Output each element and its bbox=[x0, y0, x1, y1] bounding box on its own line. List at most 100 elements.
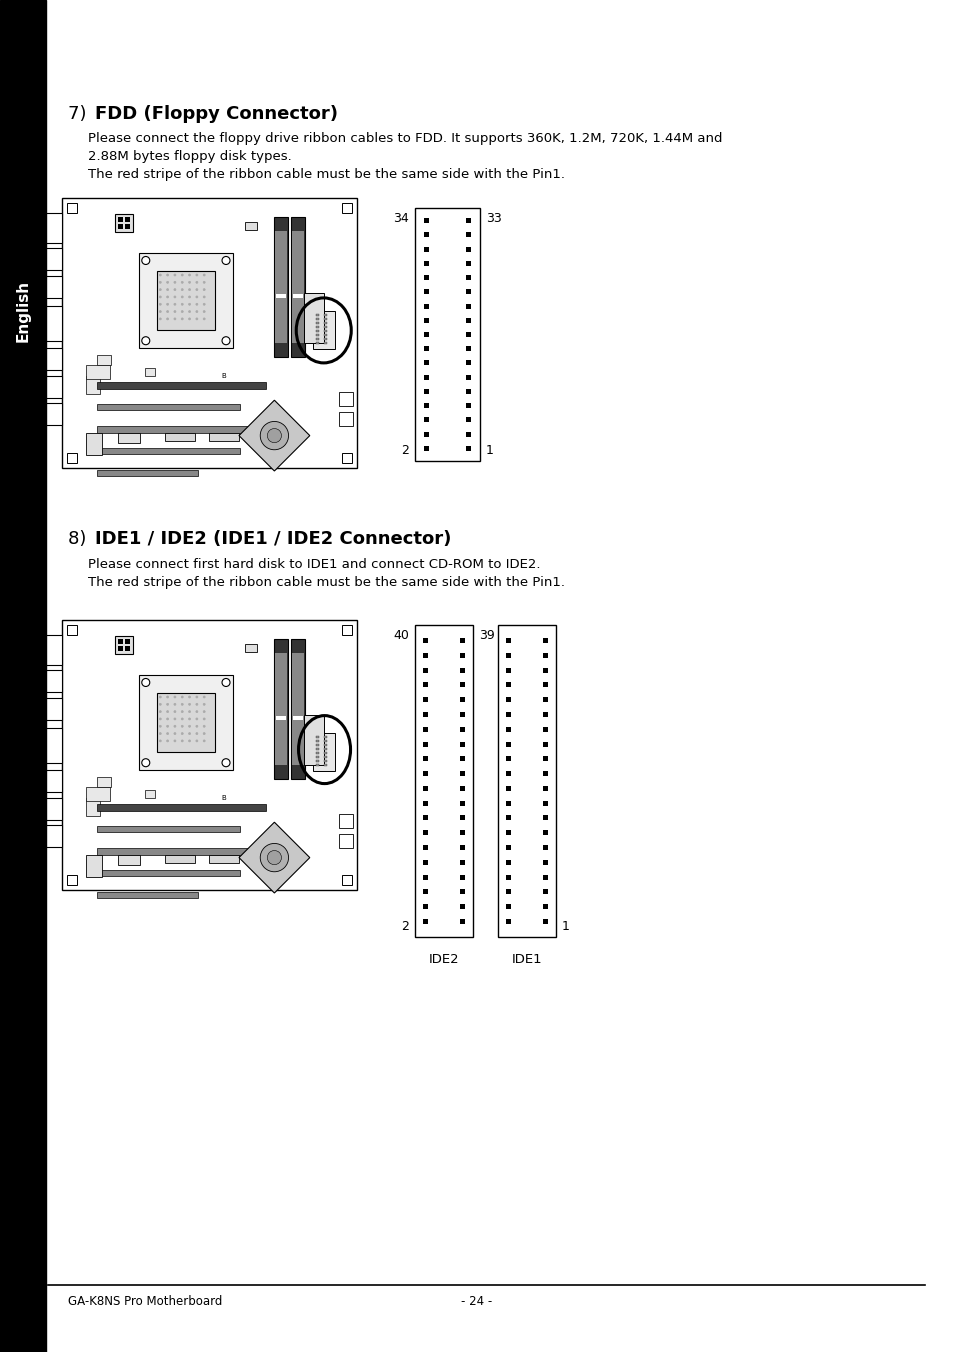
Bar bbox=[315, 760, 318, 763]
Bar bbox=[505, 653, 511, 658]
Bar bbox=[67, 453, 77, 462]
Text: FDD (Floppy Connector): FDD (Floppy Connector) bbox=[95, 105, 337, 123]
Circle shape bbox=[173, 318, 175, 320]
Bar bbox=[275, 231, 287, 343]
Circle shape bbox=[167, 711, 169, 713]
Bar bbox=[118, 433, 140, 443]
Bar bbox=[505, 683, 511, 687]
Bar bbox=[292, 231, 304, 343]
Bar bbox=[292, 653, 304, 765]
Bar bbox=[315, 745, 318, 746]
Bar bbox=[275, 653, 287, 765]
Circle shape bbox=[159, 311, 161, 312]
Bar bbox=[86, 365, 110, 380]
Circle shape bbox=[181, 740, 183, 742]
Circle shape bbox=[173, 711, 175, 713]
Bar bbox=[40, 376, 62, 397]
Bar bbox=[542, 786, 547, 791]
Bar bbox=[459, 653, 464, 658]
Bar bbox=[459, 830, 464, 836]
Bar bbox=[97, 869, 240, 876]
Bar bbox=[40, 727, 62, 763]
Bar bbox=[542, 830, 547, 836]
Circle shape bbox=[203, 703, 205, 706]
Circle shape bbox=[189, 281, 191, 284]
Bar bbox=[125, 639, 130, 644]
Circle shape bbox=[173, 725, 175, 727]
Bar bbox=[97, 448, 240, 454]
Circle shape bbox=[189, 318, 191, 320]
Bar bbox=[274, 216, 288, 357]
Bar bbox=[118, 224, 123, 230]
Circle shape bbox=[173, 296, 175, 297]
Text: The red stripe of the ribbon cable must be the same side with the Pin1.: The red stripe of the ribbon cable must … bbox=[88, 168, 564, 181]
Circle shape bbox=[189, 303, 191, 306]
Bar bbox=[323, 760, 327, 763]
Circle shape bbox=[159, 733, 161, 734]
Circle shape bbox=[203, 311, 205, 312]
Bar bbox=[97, 426, 265, 433]
Bar bbox=[505, 713, 511, 717]
Circle shape bbox=[195, 288, 197, 291]
Circle shape bbox=[195, 311, 197, 312]
Bar bbox=[459, 771, 464, 776]
Bar bbox=[315, 338, 318, 341]
Bar bbox=[315, 330, 318, 333]
Bar bbox=[465, 375, 471, 380]
Bar bbox=[338, 412, 353, 426]
Bar bbox=[323, 330, 327, 333]
Bar bbox=[125, 218, 130, 222]
Circle shape bbox=[181, 318, 183, 320]
Bar bbox=[40, 825, 62, 846]
Bar bbox=[315, 319, 318, 320]
Circle shape bbox=[195, 711, 197, 713]
Circle shape bbox=[159, 288, 161, 291]
Bar bbox=[465, 233, 471, 238]
Bar bbox=[86, 787, 110, 802]
Bar bbox=[97, 404, 240, 410]
Bar bbox=[542, 698, 547, 702]
Circle shape bbox=[181, 725, 183, 727]
Text: 2.88M bytes floppy disk types.: 2.88M bytes floppy disk types. bbox=[88, 150, 292, 164]
Bar bbox=[97, 848, 265, 854]
Bar bbox=[341, 203, 352, 214]
Bar bbox=[459, 638, 464, 644]
Bar bbox=[459, 683, 464, 687]
Bar bbox=[138, 676, 233, 769]
Bar bbox=[40, 347, 62, 370]
Bar bbox=[542, 919, 547, 923]
Bar bbox=[422, 919, 428, 923]
Circle shape bbox=[181, 296, 183, 297]
Bar bbox=[156, 694, 215, 752]
Bar bbox=[459, 786, 464, 791]
Text: 34: 34 bbox=[393, 212, 409, 224]
Bar bbox=[459, 668, 464, 673]
Bar bbox=[424, 389, 429, 393]
Circle shape bbox=[203, 274, 205, 276]
Bar bbox=[40, 403, 62, 425]
Circle shape bbox=[203, 733, 205, 734]
Circle shape bbox=[203, 696, 205, 698]
Bar bbox=[542, 683, 547, 687]
Bar bbox=[40, 698, 62, 721]
Bar bbox=[424, 233, 429, 238]
Bar bbox=[424, 431, 429, 437]
Bar bbox=[542, 653, 547, 658]
Bar bbox=[323, 745, 327, 746]
Circle shape bbox=[189, 740, 191, 742]
Circle shape bbox=[189, 696, 191, 698]
Circle shape bbox=[203, 318, 205, 320]
Circle shape bbox=[142, 679, 150, 687]
Bar bbox=[40, 671, 62, 692]
Bar bbox=[424, 375, 429, 380]
Bar bbox=[323, 764, 327, 767]
Circle shape bbox=[167, 696, 169, 698]
Bar bbox=[313, 733, 335, 772]
Circle shape bbox=[159, 718, 161, 721]
Bar bbox=[210, 854, 239, 863]
Circle shape bbox=[167, 318, 169, 320]
Circle shape bbox=[167, 296, 169, 297]
Bar bbox=[505, 668, 511, 673]
Bar bbox=[459, 727, 464, 731]
Bar bbox=[40, 798, 62, 821]
